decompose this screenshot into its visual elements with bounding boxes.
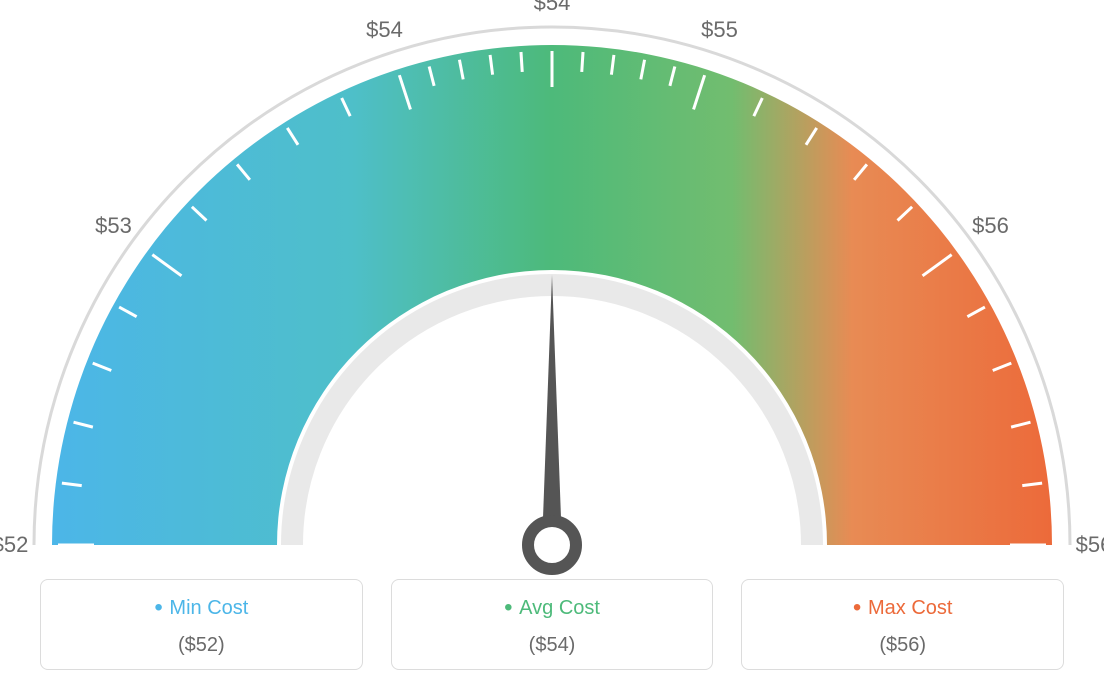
legend-box-max: Max Cost ($56): [741, 579, 1064, 670]
gauge-tick-label: $54: [366, 17, 403, 43]
gauge-chart-container: $52 $53 $54 $54 $55 $56 $56 Min Cost ($52) Avg…: [0, 0, 1104, 690]
legend-box-min: Min Cost ($52): [40, 579, 363, 670]
gauge-tick-label: $52: [0, 532, 28, 558]
legend-avg-title: Avg Cost: [392, 594, 713, 622]
gauge-area: $52 $53 $54 $54 $55 $56 $56: [0, 0, 1104, 580]
gauge-tick-label: $56: [1076, 532, 1104, 558]
legend-box-avg: Avg Cost ($54): [391, 579, 714, 670]
gauge-svg: [0, 0, 1104, 580]
legend-max-value: ($56): [742, 634, 1063, 657]
gauge-tick-label: $55: [701, 17, 738, 43]
legend-avg-value: ($54): [392, 634, 713, 657]
legend-min-value: ($52): [41, 634, 362, 657]
legend-min-title: Min Cost: [41, 594, 362, 622]
gauge-tick-label: $54: [534, 0, 571, 16]
legend-row: Min Cost ($52) Avg Cost ($54) Max Cost (…: [0, 579, 1104, 670]
legend-max-title: Max Cost: [742, 594, 1063, 622]
gauge-tick-label: $53: [95, 213, 132, 239]
gauge-tick-label: $56: [972, 213, 1009, 239]
